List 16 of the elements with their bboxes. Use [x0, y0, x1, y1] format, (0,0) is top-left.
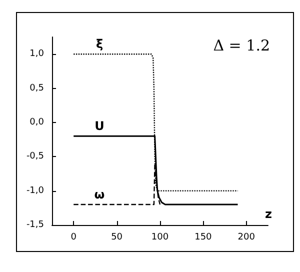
x-tick-label: 100 — [151, 232, 169, 242]
series-label: ξ — [96, 37, 104, 52]
x-axis-title: z — [265, 207, 272, 221]
y-tick-label: 1,0 — [30, 49, 44, 60]
y-tick-label: -1,0 — [26, 186, 44, 196]
y-tick-label: 0,5 — [30, 83, 44, 94]
annotation: Δ = 1.2 — [213, 36, 270, 54]
x-tick-label: 150 — [194, 232, 212, 242]
series-label: U — [94, 119, 104, 134]
x-tick-label: 0 — [70, 232, 77, 242]
x-tick-label: 50 — [111, 232, 123, 242]
series-label: ω — [94, 187, 105, 202]
y-tick-label: 0,0 — [30, 117, 44, 128]
x-tick-label: 200 — [238, 232, 256, 242]
y-tick-label: -0,5 — [26, 152, 44, 162]
y-tick-label: -1,5 — [26, 220, 44, 230]
